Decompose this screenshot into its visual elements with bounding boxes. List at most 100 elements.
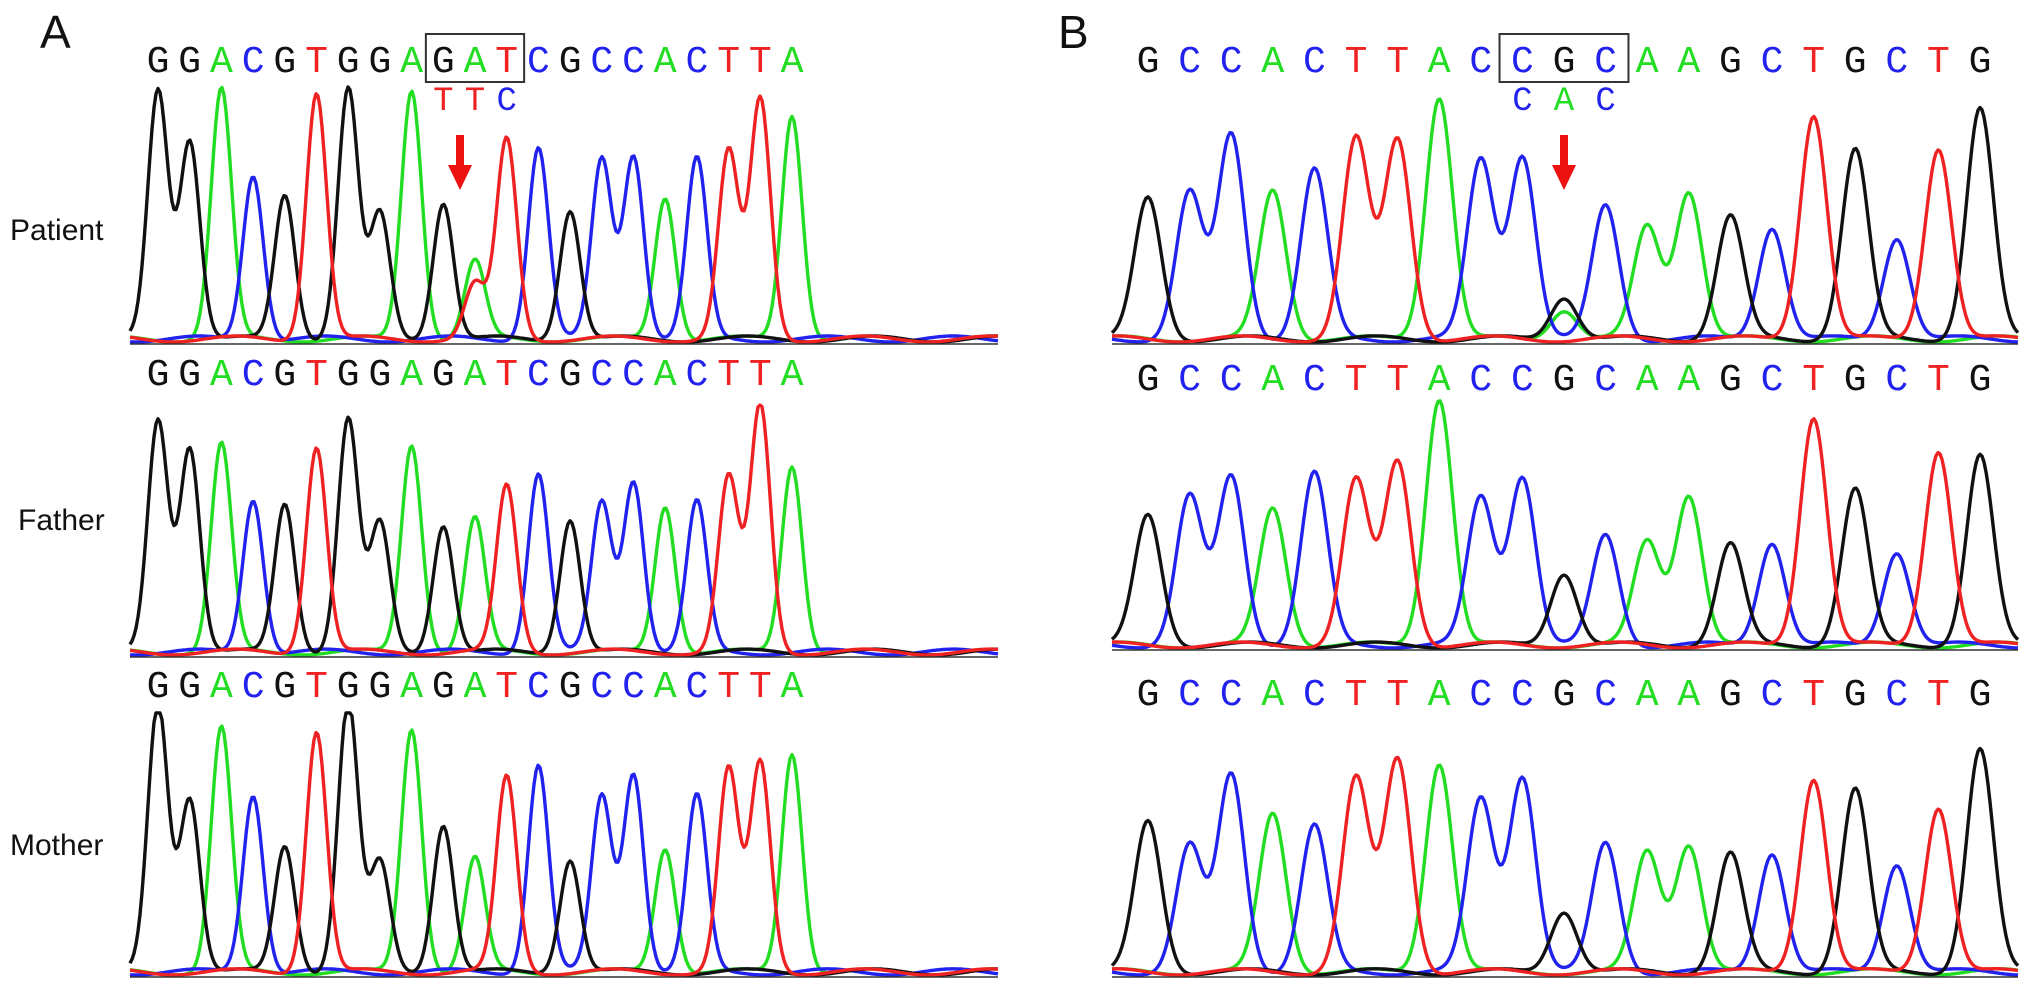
base-call-label: A	[1677, 41, 1700, 84]
base-call-label: G	[559, 354, 582, 397]
base-call-label: G	[147, 354, 170, 397]
base-call-label: C	[1303, 359, 1326, 402]
base-call-label: T	[717, 41, 740, 84]
base-call-label: G	[368, 41, 391, 84]
base-call-label: A	[1261, 674, 1284, 717]
base-call-label: C	[242, 666, 265, 709]
base-call-label: T	[1386, 359, 1409, 402]
base-call-label: G	[1719, 41, 1742, 84]
base-call-label: G	[1553, 674, 1576, 717]
base-call-label: G	[1719, 674, 1742, 717]
base-call-label: C	[622, 41, 645, 84]
base-call-label: A	[1261, 359, 1284, 402]
panel-a-chromatograms: G G A C G T G G A G A T C G C C A C T T AG G A C G T G G A G A T C G C C A C T…	[128, 33, 999, 978]
trace-c	[1111, 771, 2019, 977]
panel-label-a: A	[40, 6, 71, 58]
base-call-label: C	[1469, 674, 1492, 717]
base-call-label: C	[1178, 41, 1201, 84]
base-call-label: G	[1844, 674, 1867, 717]
base-call-label: T	[1345, 674, 1368, 717]
base-call-label: A	[1428, 674, 1451, 717]
row-label-mother: Mother	[10, 829, 103, 862]
base-call-label: A	[210, 41, 233, 84]
base-call-label: G	[1137, 674, 1160, 717]
base-call-label: G	[432, 666, 455, 709]
base-call-label: C	[590, 666, 613, 709]
base-call-label: C	[685, 41, 708, 84]
base-call-label: T	[1927, 359, 1950, 402]
base-call-label: A	[1636, 674, 1659, 717]
alt-codon-label: C	[1595, 83, 1615, 121]
base-call-label: A	[1677, 674, 1700, 717]
base-call-label: C	[527, 41, 550, 84]
base-call-label: T	[749, 354, 772, 397]
base-call-label: C	[1303, 674, 1326, 717]
base-call-label: G	[1969, 674, 1992, 717]
alt-codon-label: C	[1512, 83, 1532, 121]
base-call-label: A	[210, 354, 233, 397]
base-call-label: C	[1178, 359, 1201, 402]
base-call-label: G	[178, 666, 201, 709]
row-label-patient: Patient	[10, 214, 104, 247]
codon-highlight-box	[424, 33, 526, 83]
base-call-label: A	[781, 666, 804, 709]
base-call-label: C	[527, 666, 550, 709]
base-call-label: T	[1386, 41, 1409, 84]
trace-c	[129, 472, 999, 657]
base-call-label: A	[1636, 359, 1659, 402]
base-call-label: G	[559, 666, 582, 709]
base-call-label: A	[210, 666, 233, 709]
alt-codon-label: T	[433, 83, 453, 121]
base-call-label: T	[305, 354, 328, 397]
base-call-label: G	[368, 354, 391, 397]
mutation-arrow-icon	[1552, 135, 1576, 190]
base-call-label: C	[242, 354, 265, 397]
base-call-label: T	[717, 666, 740, 709]
base-call-label: C	[1220, 674, 1243, 717]
base-call-label: A	[781, 41, 804, 84]
trace-t	[129, 730, 999, 977]
base-call-label: G	[178, 41, 201, 84]
base-call-label: C	[1469, 359, 1492, 402]
base-call-label: G	[1137, 359, 1160, 402]
trace-t	[1112, 755, 2019, 977]
base-call-label: G	[273, 354, 296, 397]
base-call-label: T	[495, 666, 518, 709]
base-call-label: T	[305, 41, 328, 84]
base-call-label: C	[242, 41, 265, 84]
base-call-label: G	[559, 41, 582, 84]
base-call-label: G	[147, 41, 170, 84]
base-call-label: C	[1511, 359, 1534, 402]
base-call-label: C	[1511, 674, 1534, 717]
base-call-label: G	[273, 666, 296, 709]
base-call-label: A	[654, 666, 677, 709]
trace-c	[1111, 469, 2019, 650]
base-call-label: A	[1636, 41, 1659, 84]
base-call-label: G	[337, 354, 360, 397]
trace-c	[129, 763, 999, 977]
base-call-label: T	[495, 354, 518, 397]
base-call-label: C	[527, 354, 550, 397]
base-call-label: T	[1345, 41, 1368, 84]
base-call-label: C	[1303, 41, 1326, 84]
base-call-label: C	[1885, 359, 1908, 402]
base-call-label: C	[685, 354, 708, 397]
trace-t	[1112, 114, 2019, 344]
base-call-label: A	[1261, 41, 1284, 84]
base-call-label: C	[1220, 41, 1243, 84]
base-call-label: C	[1594, 41, 1617, 84]
base-call-label: A	[781, 354, 804, 397]
base-call-label: A	[464, 41, 487, 84]
base-call-label: C	[1885, 674, 1908, 717]
base-call-label: T	[1927, 41, 1950, 84]
panel-label-b: B	[1058, 6, 1089, 58]
base-call-label: G	[1844, 41, 1867, 84]
alt-codon-label: A	[1554, 83, 1575, 121]
base-call-label: T	[1802, 359, 1825, 402]
base-call-label: C	[1761, 674, 1784, 717]
base-call-label: A	[1677, 359, 1700, 402]
base-call-label: A	[1428, 41, 1451, 84]
base-call-label: C	[622, 666, 645, 709]
base-call-label: T	[1386, 674, 1409, 717]
base-call-label: A	[400, 354, 423, 397]
